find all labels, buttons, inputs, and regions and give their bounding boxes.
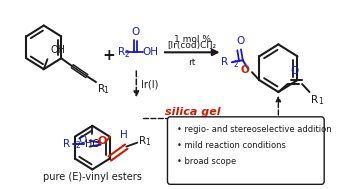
Text: 1: 1	[318, 97, 322, 106]
Text: silica gel: silica gel	[165, 107, 221, 117]
Text: 1 mol %: 1 mol %	[174, 35, 211, 44]
Text: O: O	[291, 66, 299, 76]
Text: R: R	[139, 136, 146, 146]
Text: O: O	[236, 36, 244, 46]
Text: pure (E)-vinyl esters: pure (E)-vinyl esters	[43, 172, 142, 182]
Text: O: O	[98, 136, 107, 146]
Text: 2: 2	[234, 60, 239, 69]
Text: 1: 1	[146, 138, 150, 147]
Text: R: R	[118, 47, 125, 57]
Text: 1: 1	[103, 86, 108, 95]
Text: Ir(I): Ir(I)	[141, 79, 158, 89]
Text: H: H	[120, 130, 127, 140]
Text: 2: 2	[124, 50, 129, 59]
Text: rt: rt	[189, 58, 196, 67]
Text: • regio- and stereoselective addition: • regio- and stereoselective addition	[177, 125, 331, 134]
Text: O: O	[131, 27, 140, 37]
FancyBboxPatch shape	[168, 117, 324, 184]
Text: • broad scope: • broad scope	[177, 157, 236, 166]
Text: [Ir(cod)Cl]₂: [Ir(cod)Cl]₂	[168, 41, 217, 50]
Text: R: R	[221, 57, 228, 67]
Text: OH: OH	[50, 45, 65, 55]
Text: O: O	[78, 135, 87, 145]
Text: O: O	[240, 65, 249, 75]
Text: R: R	[311, 95, 318, 105]
Text: +: +	[103, 48, 115, 63]
Text: R: R	[63, 139, 70, 149]
Text: HO: HO	[85, 139, 100, 149]
Text: R: R	[98, 84, 105, 94]
Text: OH: OH	[143, 47, 159, 57]
Text: 2: 2	[76, 141, 81, 150]
Text: • mild reaction conditions: • mild reaction conditions	[177, 141, 285, 150]
